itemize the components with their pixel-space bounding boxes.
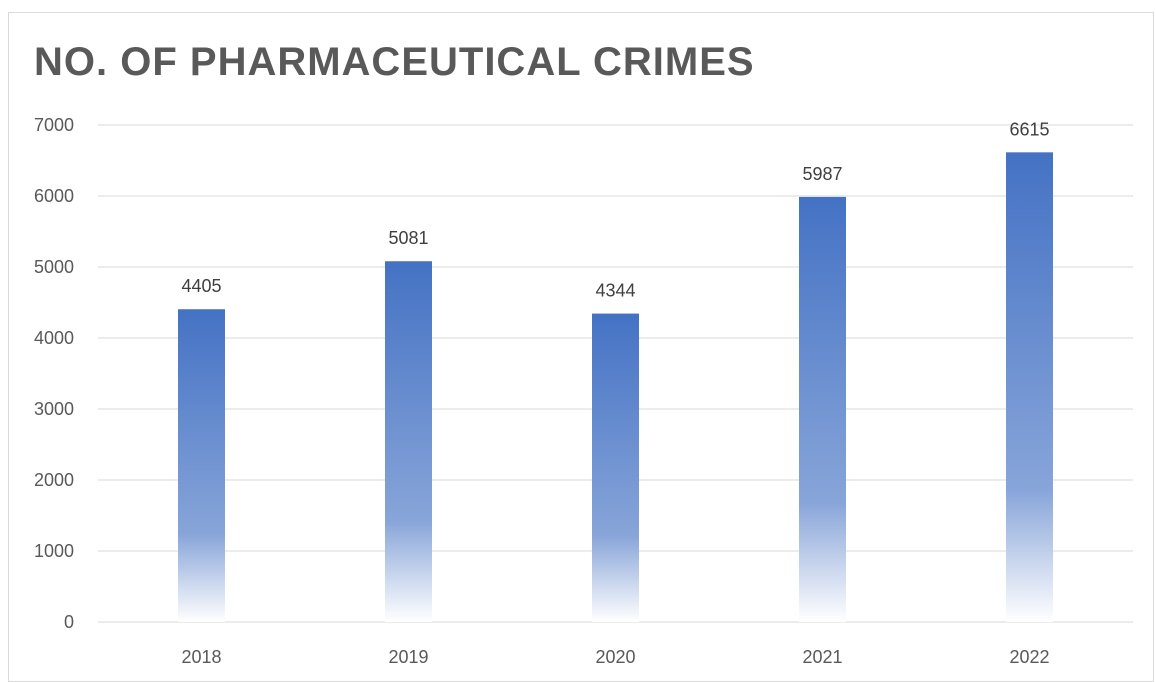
bar-2020 xyxy=(592,313,639,622)
x-tick-label-2019: 2019 xyxy=(388,647,428,667)
x-tick-label-2021: 2021 xyxy=(802,647,842,667)
bar-2022 xyxy=(1006,152,1053,622)
y-tick-label: 3000 xyxy=(34,399,74,419)
y-axis-ticks: 0 1000 2000 3000 4000 5000 6000 7000 xyxy=(34,115,74,632)
x-tick-label-2018: 2018 xyxy=(181,647,221,667)
y-tick-label: 7000 xyxy=(34,115,74,135)
x-tick-label-2022: 2022 xyxy=(1009,647,1049,667)
bar-2018 xyxy=(178,309,225,622)
y-tick-label: 1000 xyxy=(34,541,74,561)
data-label-2018: 4405 xyxy=(181,276,221,296)
data-label-2019: 5081 xyxy=(388,228,428,248)
y-tick-label: 5000 xyxy=(34,257,74,277)
x-axis-ticks: 2018 2019 2020 2021 2022 xyxy=(181,647,1049,667)
y-tick-label: 4000 xyxy=(34,328,74,348)
x-tick-label-2020: 2020 xyxy=(595,647,635,667)
chart-title: NO. OF PHARMACEUTICAL CRIMES xyxy=(34,40,755,84)
data-labels: 4405 5081 4344 5987 6615 xyxy=(181,119,1049,300)
bar-2021 xyxy=(799,196,846,622)
bar-2019 xyxy=(385,261,432,622)
data-label-2022: 6615 xyxy=(1009,119,1049,139)
data-label-2021: 5987 xyxy=(802,164,842,184)
data-label-2020: 4344 xyxy=(595,281,635,301)
y-tick-label: 0 xyxy=(64,612,74,632)
y-tick-label: 6000 xyxy=(34,186,74,206)
bars xyxy=(178,152,1053,622)
y-tick-label: 2000 xyxy=(34,470,74,490)
